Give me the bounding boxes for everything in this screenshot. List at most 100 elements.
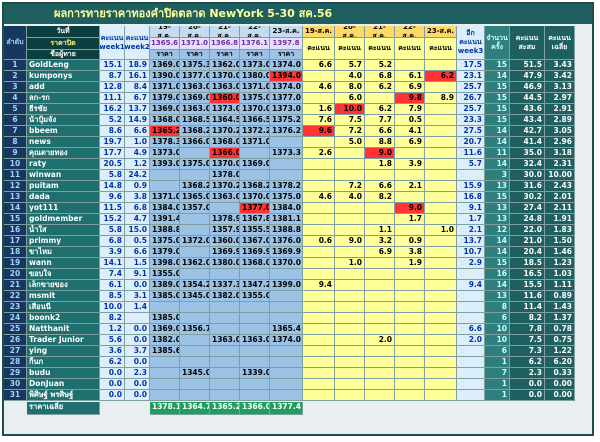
player-name: เล็กขายของ	[27, 280, 100, 291]
table-cell: 1376.0	[270, 236, 303, 247]
table-cell: 9.0	[335, 236, 365, 247]
table-cell: 44.5	[510, 93, 545, 104]
table-cell: 18.9	[125, 60, 150, 71]
close-price: 1376.1	[240, 38, 270, 50]
close-price: 1397.8	[270, 38, 303, 50]
table-cell	[457, 368, 485, 379]
table-cell	[395, 192, 425, 203]
close-price: 1365.6	[150, 38, 180, 50]
table-cell: 16.2	[100, 104, 125, 115]
player-name: เสือนนี	[27, 302, 100, 313]
table-cell: 1.11	[545, 280, 575, 291]
table-cell: 0.0	[100, 379, 125, 390]
table-cell: 1388.8	[270, 225, 303, 236]
table-cell	[335, 390, 365, 401]
table-cell: 14	[485, 159, 510, 170]
table-cell: 1	[485, 390, 510, 401]
table-cell: 14.1	[100, 258, 125, 269]
player-name: กิ้นก	[27, 357, 100, 368]
table-cell: 1	[485, 379, 510, 390]
table-cell: 1.22	[545, 346, 575, 357]
table-cell: 17.7	[100, 148, 125, 159]
table-cell: 7.5	[510, 335, 545, 346]
table-cell: 9.1	[125, 269, 150, 280]
table-cell: 0.00	[545, 379, 575, 390]
table-cell	[365, 214, 395, 225]
table-cell	[240, 390, 270, 401]
table-cell: 1374.0	[270, 335, 303, 346]
table-cell: 28	[4, 357, 27, 368]
table-cell	[425, 181, 457, 192]
table-cell: 0.0	[125, 390, 150, 401]
average-price: 1377.4	[270, 402, 303, 415]
table-cell: 8.9	[425, 93, 457, 104]
table-cell: 2.9	[457, 258, 485, 269]
table-cell: 1375.0	[180, 159, 210, 170]
table-cell: 4.6	[303, 192, 335, 203]
table-cell: 8	[4, 137, 27, 148]
table-cell	[425, 368, 457, 379]
table-cell	[395, 313, 425, 324]
table-cell: 1	[485, 357, 510, 368]
table-cell: 1339.0	[240, 368, 270, 379]
table-cell: 1355.0	[240, 291, 270, 302]
table-cell: 1368.0	[150, 115, 180, 126]
table-cell: 3	[485, 170, 510, 181]
table-cell	[303, 324, 335, 335]
table-cell	[425, 203, 457, 214]
table-cell: 6.2	[365, 82, 395, 93]
table-cell	[365, 324, 395, 335]
table-cell: 13	[4, 192, 27, 203]
table-cell: 6.6	[365, 181, 395, 192]
table-cell: 10	[485, 335, 510, 346]
table-cell: 3.42	[545, 71, 575, 82]
table-cell	[180, 390, 210, 401]
table-cell	[395, 335, 425, 346]
table-cell	[180, 170, 210, 181]
table-cell: 4	[4, 93, 27, 104]
table-cell: 10.7	[457, 247, 485, 258]
table-cell: 2.97	[545, 93, 575, 104]
table-cell: 6.9	[395, 82, 425, 93]
table-cell: 4.9	[125, 148, 150, 159]
player-name: kumponys	[27, 71, 100, 82]
table-cell	[365, 346, 395, 357]
table-cell: 0.0	[125, 324, 150, 335]
close-label: ราคาปิด	[27, 38, 100, 50]
table-cell: 15.5	[510, 280, 545, 291]
table-cell	[270, 379, 303, 390]
table-cell	[303, 346, 335, 357]
table-cell: 1377.0	[270, 93, 303, 104]
table-cell: 14	[485, 137, 510, 148]
table-cell	[425, 280, 457, 291]
table-cell	[303, 335, 335, 346]
price-label: ราคา	[150, 50, 180, 60]
table-cell	[425, 335, 457, 346]
table-cell	[395, 269, 425, 280]
table-cell: 1.1	[365, 225, 395, 236]
count-header: จำนวน ครั้ง	[485, 26, 510, 60]
table-cell: 0.0	[510, 379, 545, 390]
table-cell: 1375.0	[150, 236, 180, 247]
table-cell: 0.0	[125, 335, 150, 346]
table-cell: 24.8	[510, 214, 545, 225]
table-cell: 0.75	[545, 335, 575, 346]
table-cell	[395, 390, 425, 401]
table-cell: 1364.5	[210, 115, 240, 126]
table-cell: 15.2	[100, 214, 125, 225]
table-cell: 1.91	[545, 214, 575, 225]
table-cell: 6.9	[395, 137, 425, 148]
table-cell: 1345.0	[180, 291, 210, 302]
score-date: 22-ส.ค.	[395, 26, 425, 38]
table-cell: 1391.4	[150, 214, 180, 225]
table-cell	[335, 247, 365, 258]
table-cell: 1.03	[545, 269, 575, 280]
table-cell: 6.7	[125, 93, 150, 104]
table-cell: 9.8	[395, 93, 425, 104]
table-cell: 51.5	[510, 60, 545, 71]
table-cell: 6.8	[125, 203, 150, 214]
table-cell: 13	[485, 181, 510, 192]
table-cell: 1375.2	[270, 115, 303, 126]
table-cell	[365, 280, 395, 291]
table-cell: 7.5	[335, 115, 365, 126]
